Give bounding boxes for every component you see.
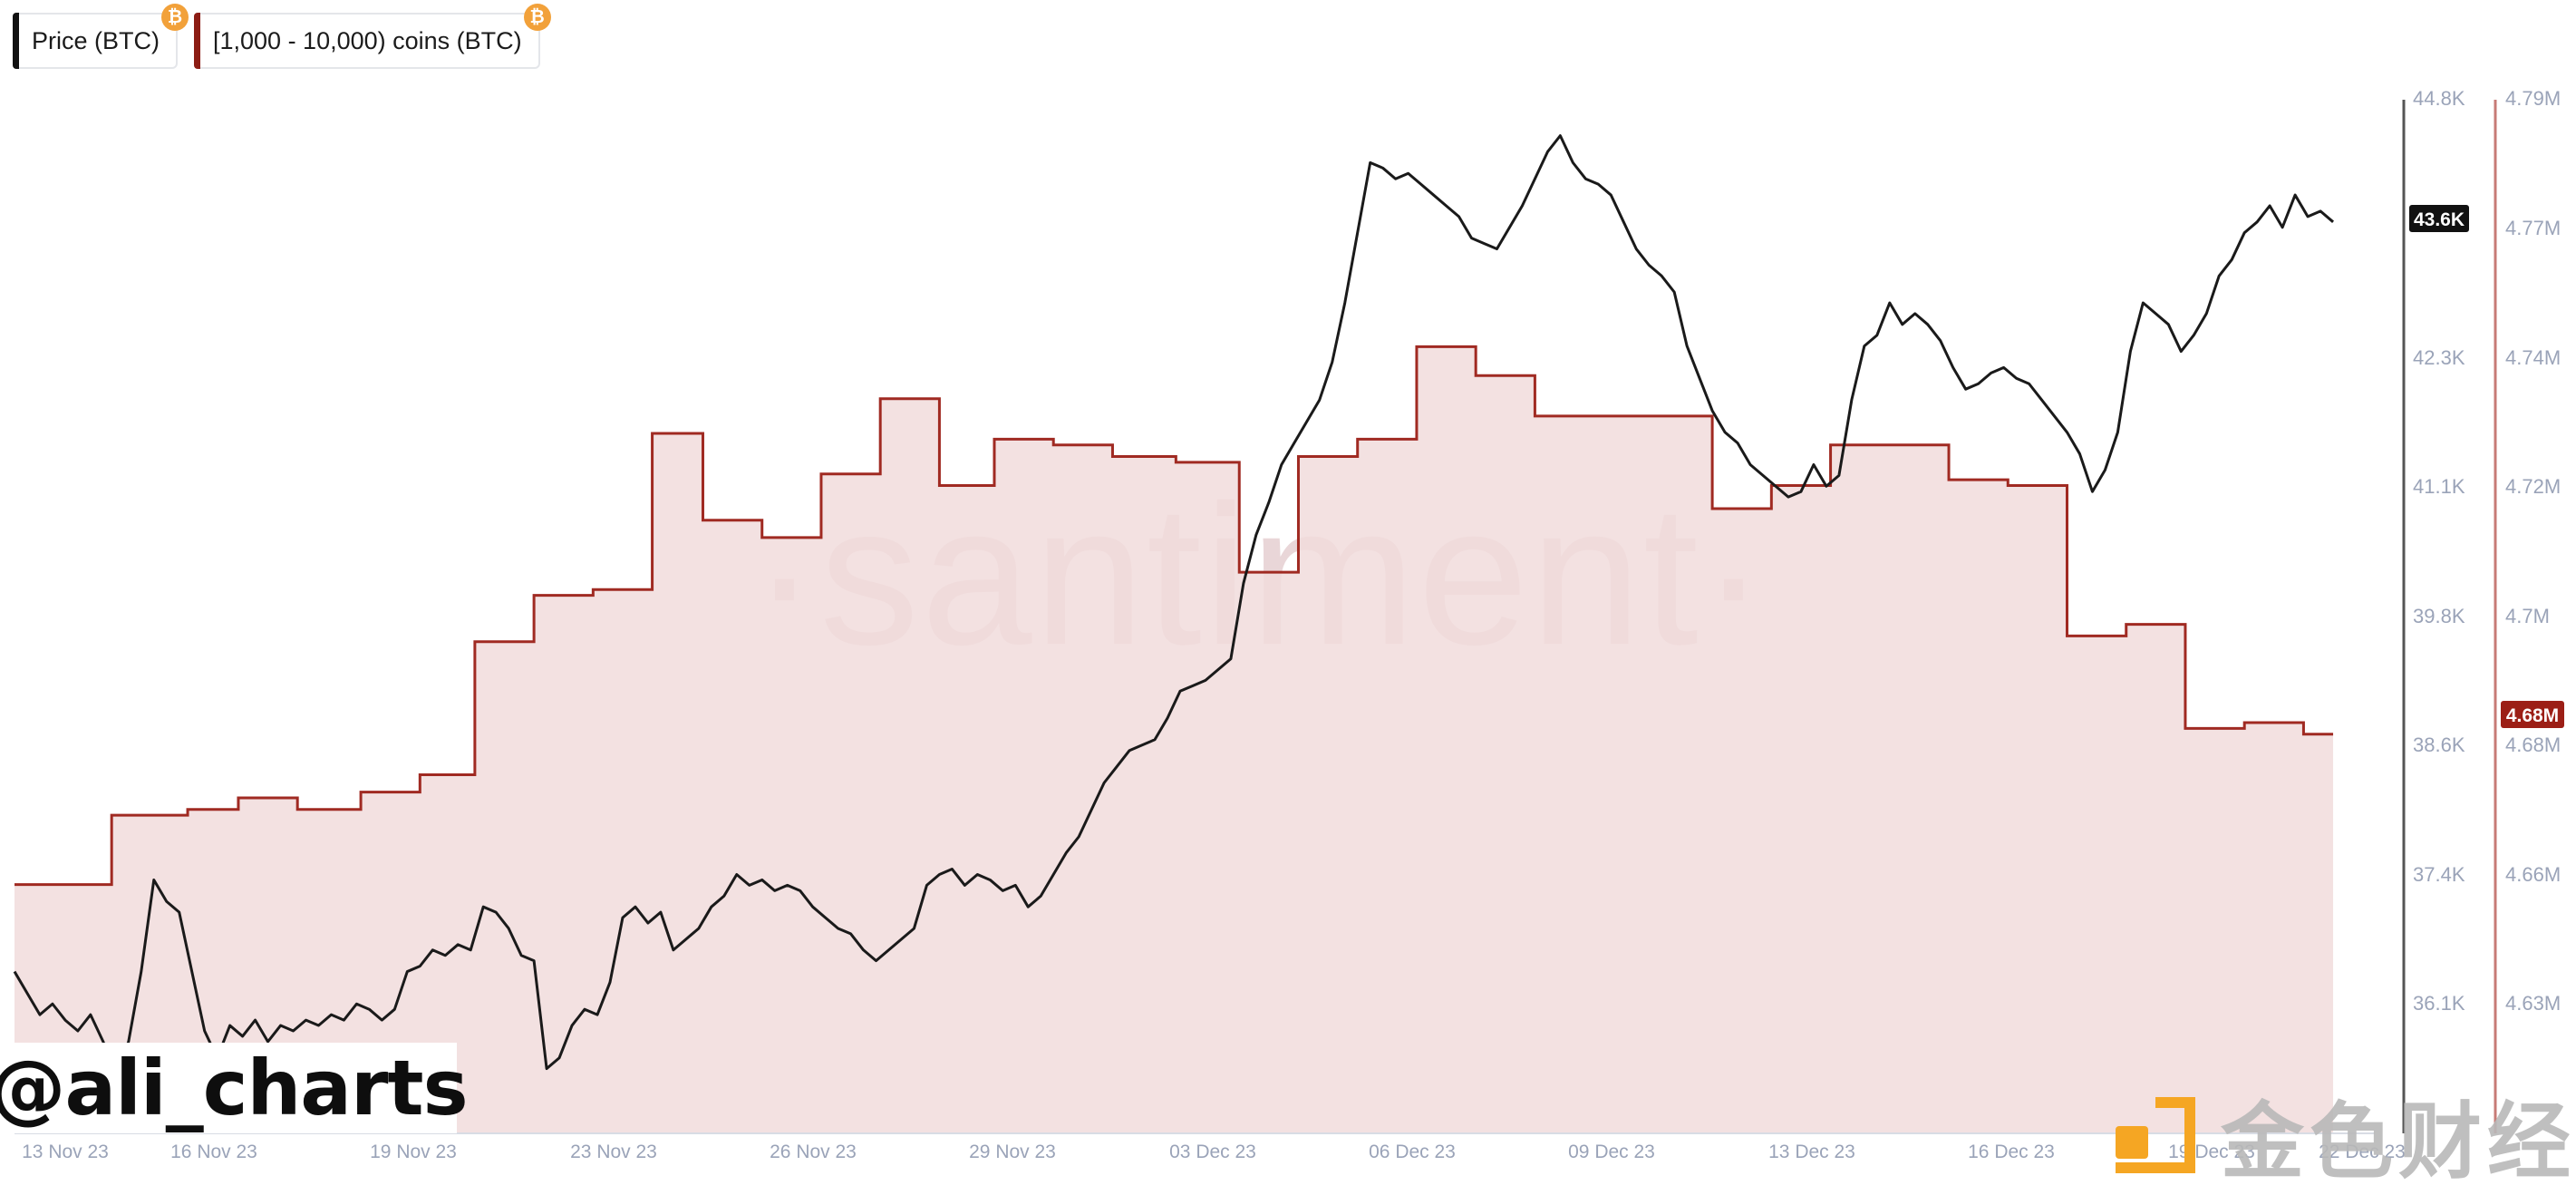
holdings-tick-label: 4.66M (2505, 863, 2561, 886)
x-tick-label: 26 Nov 23 (770, 1142, 857, 1162)
holdings-tick-label: 4.63M (2505, 992, 2561, 1015)
holdings-line[interactable] (15, 345, 2334, 887)
x-tick-label: 03 Dec 23 (1169, 1142, 1256, 1162)
x-tick-label: 22 Dec 23 (2319, 1142, 2406, 1162)
price-tick-label: 41.1K (2413, 475, 2465, 498)
x-tick-label: 06 Dec 23 (1369, 1142, 1456, 1162)
x-tick-label: 13 Nov 23 (22, 1142, 109, 1162)
price-tick-label: 36.1K (2413, 992, 2465, 1015)
x-tick-label: 16 Dec 23 (1968, 1142, 2055, 1162)
holdings-current-badge (2501, 701, 2564, 728)
author-handle: @ali_charts (0, 1043, 469, 1133)
holdings-tick-label: 4.68M (2505, 734, 2561, 756)
legend: Price (BTC) ₿ [1,000 - 10,000) coins (BT… (13, 4, 551, 69)
price-tick-label: 44.8K (2413, 87, 2465, 110)
jinse-watermark: 金色财经 (2112, 1074, 2576, 1195)
price-tick-label: 37.4K (2413, 863, 2465, 886)
legend-label-holdings: [1,000 - 10,000) coins (BTC) (213, 26, 522, 54)
price-current-label: 43.6K (2414, 209, 2465, 230)
price-line[interactable] (13, 134, 2335, 1076)
holdings-tick-label: 4.72M (2505, 475, 2561, 498)
x-tick-label: 13 Dec 23 (1768, 1142, 1855, 1162)
bitcoin-icon: ₿ (523, 4, 551, 31)
x-tick-label: 09 Dec 23 (1568, 1142, 1655, 1162)
jinse-brand-text: 金色财经 (2221, 1093, 2576, 1190)
x-tick-label: 19 Nov 23 (370, 1142, 457, 1162)
bitcoin-icon: ₿ (161, 4, 189, 31)
legend-item-price[interactable]: Price (BTC) ₿ (13, 4, 189, 69)
price-tick-label: 42.3K (2413, 346, 2465, 369)
holdings-tick-label: 4.77M (2505, 217, 2561, 239)
price-current-badge (2409, 205, 2469, 232)
x-tick-label: 29 Nov 23 (969, 1142, 1056, 1162)
legend-label-price: Price (BTC) (32, 26, 160, 54)
holdings-area (15, 346, 2334, 1133)
price-tick-label: 38.6K (2413, 734, 2465, 756)
holdings-tick-label: 4.74M (2505, 346, 2561, 369)
holdings-tick-label: 4.7M (2505, 605, 2550, 627)
holdings-tick-label: 4.79M (2505, 87, 2561, 110)
price-tick-label: 39.8K (2413, 605, 2465, 627)
legend-item-holdings[interactable]: [1,000 - 10,000) coins (BTC) ₿ (194, 4, 551, 69)
legend-swatch-holdings (194, 13, 200, 69)
jinse-logo-icon (2112, 1090, 2203, 1180)
x-tick-label: 16 Nov 23 (170, 1142, 257, 1162)
holdings-current-label: 4.68M (2506, 705, 2559, 726)
legend-swatch-price (13, 13, 19, 69)
x-tick-label: 23 Nov 23 (570, 1142, 657, 1162)
